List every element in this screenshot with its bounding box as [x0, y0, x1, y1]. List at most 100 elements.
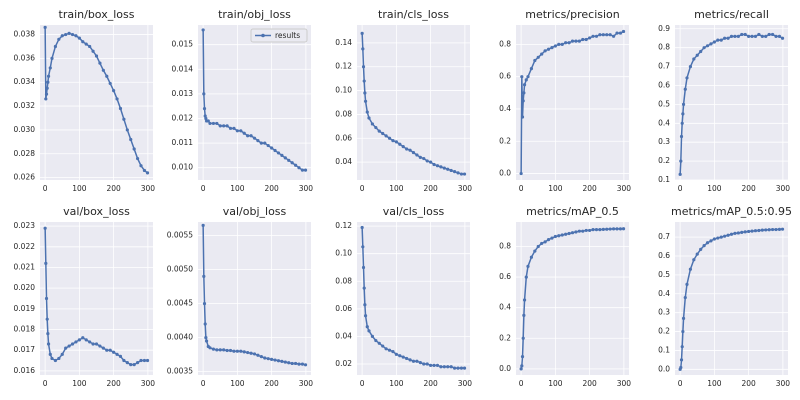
point [105, 348, 109, 352]
point [122, 358, 126, 363]
point [452, 366, 457, 370]
x-tick-label: 200 [741, 184, 756, 193]
y-tick-label: 0.5 [658, 99, 670, 108]
x-tick-label: 200 [582, 379, 597, 388]
y-tick-label: 0.10 [335, 249, 352, 258]
point [98, 344, 102, 348]
point [64, 346, 68, 350]
point [118, 354, 123, 358]
point [601, 227, 605, 231]
point [760, 228, 764, 232]
point [280, 359, 284, 363]
y-tick-label: 0.013 [172, 89, 194, 98]
x-tick-label: 200 [582, 184, 597, 193]
point [557, 42, 561, 46]
point [43, 226, 47, 230]
point [283, 360, 287, 364]
point [88, 44, 92, 49]
point [88, 340, 92, 344]
point [446, 167, 450, 171]
point [747, 229, 751, 234]
point [699, 49, 703, 54]
point [246, 134, 250, 138]
x-tick-label: 300 [458, 379, 473, 388]
point [743, 230, 747, 234]
point [543, 240, 547, 244]
point [405, 356, 409, 361]
point [432, 363, 436, 367]
x-tick-label: 100 [707, 184, 722, 193]
point [91, 49, 95, 53]
point [529, 66, 534, 71]
point [46, 332, 50, 336]
plot-area [516, 25, 629, 180]
point [43, 25, 47, 29]
point [44, 92, 49, 96]
point [129, 363, 133, 367]
point [743, 32, 747, 37]
point [273, 148, 277, 153]
x-tick-label: 200 [423, 379, 438, 388]
point [770, 227, 775, 232]
point [462, 172, 467, 176]
point [681, 329, 685, 334]
point [266, 143, 270, 148]
y-tick-label: 0.3 [658, 308, 670, 317]
point [370, 334, 375, 339]
point [300, 168, 305, 172]
point [256, 139, 260, 143]
y-tick-label: 0.0050 [167, 265, 193, 274]
point [139, 358, 143, 363]
point [692, 57, 696, 61]
point [361, 65, 366, 69]
point [685, 76, 689, 80]
y-tick-label: 0.08 [335, 109, 352, 118]
y-tick-label: 0.06 [335, 304, 352, 313]
point [588, 36, 592, 40]
point [692, 258, 696, 262]
legend-label: results [275, 31, 300, 40]
y-tick-label: 0.1 [658, 175, 670, 184]
point [577, 229, 581, 233]
point [142, 168, 147, 173]
point [683, 87, 687, 91]
point [112, 88, 116, 93]
point [44, 261, 48, 265]
point [574, 230, 578, 234]
point [204, 336, 208, 340]
point [719, 38, 723, 42]
point [723, 234, 727, 238]
point [753, 229, 758, 233]
point [362, 286, 366, 290]
point [283, 156, 287, 160]
point [695, 53, 699, 57]
point [574, 39, 578, 43]
y-tick-label: 0.016 [14, 366, 36, 375]
point [679, 134, 684, 139]
point [777, 34, 782, 38]
point [550, 46, 554, 50]
point [293, 163, 298, 167]
point [125, 360, 129, 365]
point [425, 362, 429, 366]
x-tick-label: 300 [617, 184, 632, 193]
point [363, 303, 367, 307]
point [365, 110, 369, 114]
point [522, 298, 527, 302]
point [135, 360, 140, 365]
point [263, 141, 267, 145]
point [520, 364, 524, 368]
point [611, 227, 616, 231]
point [101, 346, 105, 350]
point [740, 32, 744, 37]
point [105, 74, 109, 78]
point [591, 34, 595, 38]
point [384, 134, 388, 138]
point [60, 34, 64, 38]
point [222, 348, 226, 352]
point [202, 92, 206, 96]
point [235, 129, 239, 133]
point [716, 38, 720, 42]
point [680, 121, 684, 125]
y-tick-label: 0.4 [658, 289, 670, 298]
